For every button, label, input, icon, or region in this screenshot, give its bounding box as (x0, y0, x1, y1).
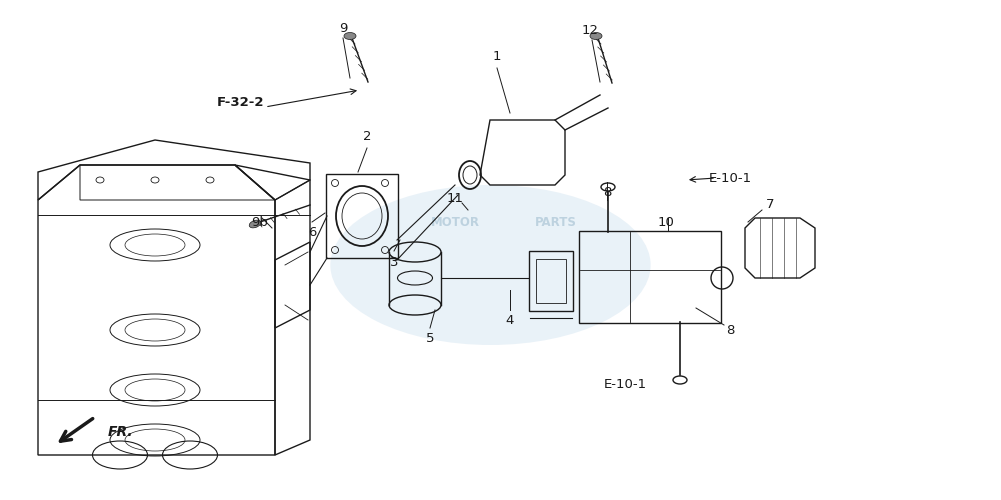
Text: 9b: 9b (251, 216, 268, 228)
Text: FR.: FR. (108, 425, 133, 439)
Text: MOTOR: MOTOR (431, 216, 479, 229)
Text: 3: 3 (389, 256, 398, 268)
Ellipse shape (590, 32, 602, 40)
Text: F-32-2: F-32-2 (216, 96, 263, 110)
Text: 5: 5 (425, 332, 434, 344)
Text: E-10-1: E-10-1 (604, 378, 647, 392)
Ellipse shape (249, 220, 261, 228)
Ellipse shape (330, 185, 651, 345)
Text: 11: 11 (446, 192, 463, 204)
Text: 2: 2 (362, 130, 371, 143)
Text: 8: 8 (603, 186, 612, 198)
Text: 6: 6 (308, 226, 316, 239)
Ellipse shape (344, 32, 356, 40)
Text: E-10-1: E-10-1 (709, 172, 752, 184)
Text: 9: 9 (338, 22, 347, 35)
Text: 8: 8 (726, 324, 734, 336)
Text: 12: 12 (582, 24, 599, 36)
Text: 1: 1 (492, 50, 502, 64)
Text: 10: 10 (658, 216, 675, 228)
Text: 7: 7 (766, 198, 774, 211)
Text: 4: 4 (506, 314, 515, 326)
Text: PARTS: PARTS (535, 216, 577, 229)
